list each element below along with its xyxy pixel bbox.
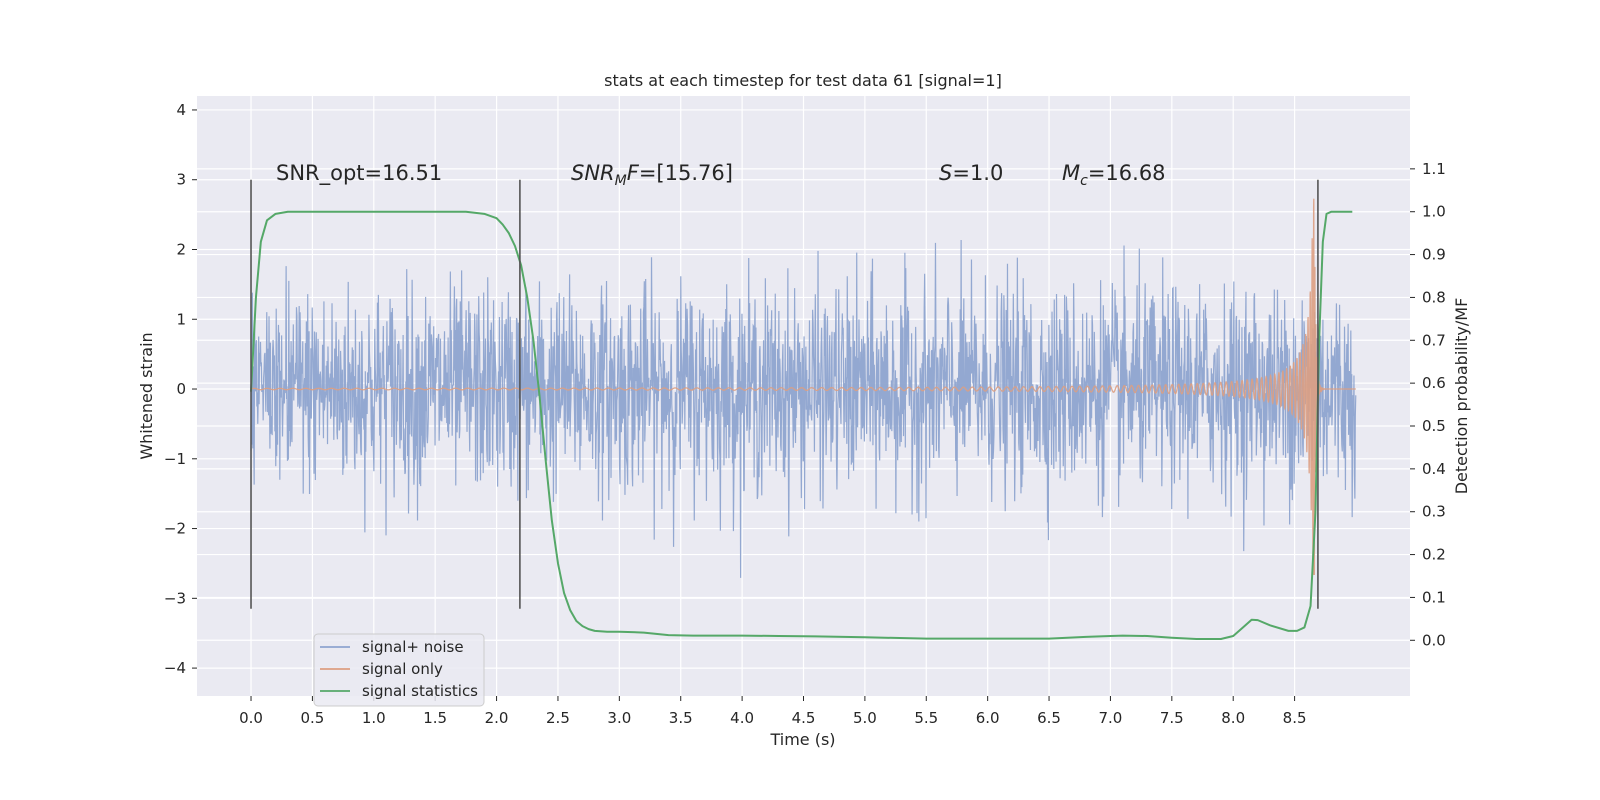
- annotation-mc-symbol: M: [1062, 161, 1080, 185]
- annotation-snr-mf: SNRMF=[15.76]: [571, 161, 733, 189]
- x-tick-label: 1.5: [423, 709, 447, 727]
- annotation-mc: Mc=16.68: [1062, 161, 1166, 189]
- y2-tick-label: 0.0: [1422, 631, 1446, 649]
- signal-only-series: [250, 198, 1356, 575]
- y2-tick-label: 0.1: [1422, 588, 1446, 606]
- y-tick-label: −3: [164, 589, 186, 607]
- y2-tick-label: 1.0: [1422, 203, 1446, 221]
- signal-statistics-series: [250, 210, 1353, 640]
- annotation-snr-mf-f: F: [627, 161, 640, 185]
- y-tick-label: 3: [176, 171, 186, 189]
- x-tick-label: 7.0: [1099, 709, 1123, 727]
- x-tick-label: 5.5: [914, 709, 938, 727]
- y2-tick-label: 0.2: [1422, 546, 1446, 564]
- x-tick-label: 4.0: [730, 709, 754, 727]
- x-tick-label: 6.5: [1037, 709, 1061, 727]
- signal-statistics-line: [250, 210, 1353, 640]
- x-tick-label: 2.0: [485, 709, 509, 727]
- legend-label-signal-only: signal only: [362, 660, 443, 678]
- x-tick-label: 2.5: [546, 709, 570, 727]
- y2-tick-label: 0.5: [1422, 417, 1446, 435]
- legend-box: [313, 633, 485, 707]
- y-tick-label: −1: [164, 450, 186, 468]
- annotation-mc-value: =16.68: [1088, 161, 1166, 185]
- x-tick-label: 7.5: [1160, 709, 1184, 727]
- annotation-s-value: =1.0: [952, 161, 1003, 185]
- x-tick-label: 6.0: [976, 709, 1000, 727]
- x-tick-label: 1.0: [362, 709, 386, 727]
- y-tick-label: 4: [176, 101, 186, 119]
- y-tick-label: −4: [164, 659, 186, 677]
- y2-tick-label: 1.1: [1422, 160, 1446, 178]
- x-tick-label: 0.0: [239, 709, 263, 727]
- y2-tick-label: 0.9: [1422, 246, 1446, 264]
- legend: signal+ noise signal only signal statist…: [313, 633, 485, 707]
- vertical-markers: [250, 179, 1319, 609]
- legend-label-signal-noise: signal+ noise: [362, 638, 464, 656]
- y2-tick-label: 0.7: [1422, 331, 1446, 349]
- y2-tick-label: 0.6: [1422, 374, 1446, 392]
- annotation-snr-mf-value: =[15.76]: [639, 161, 733, 185]
- annotation-snr-mf-symbol: SNR: [571, 161, 615, 185]
- y-tick-label: −2: [164, 520, 186, 538]
- annotations: SNR_opt=16.51 SNRMF=[15.76] S=1.0 Mc=16.…: [276, 161, 1166, 189]
- x-tick-label: 3.0: [607, 709, 631, 727]
- annotation-snr-mf-subscript: M: [615, 173, 627, 189]
- axis-ticks: 0.0 0.5 1.0 1.5 2.0 2.5 3.0 3.5 4.0 4.5 5.0 5.5 6.0 6…: [164, 101, 1446, 727]
- y2-axis-label: Detection probability/MF: [1452, 298, 1471, 495]
- x-tick-label: 8.0: [1221, 709, 1245, 727]
- annotation-s: S=1.0: [939, 161, 1003, 185]
- x-tick-label: 0.5: [300, 709, 324, 727]
- chart-title: stats at each timestep for test data 61 …: [604, 71, 1002, 90]
- y-tick-label: 0: [176, 380, 186, 398]
- annotation-snr-opt: SNR_opt=16.51: [276, 161, 442, 186]
- x-axis-label: Time (s): [769, 730, 835, 749]
- y-axis-label: Whitened strain: [137, 332, 156, 459]
- signal-only-line: [250, 198, 1356, 575]
- y2-tick-label: 0.8: [1422, 288, 1446, 306]
- x-tick-label: 4.5: [792, 709, 816, 727]
- y2-tick-label: 0.3: [1422, 503, 1446, 521]
- annotation-mc-subscript: c: [1080, 173, 1088, 189]
- legend-label-signal-statistics: signal statistics: [362, 682, 478, 700]
- y-tick-label: 1: [176, 310, 186, 328]
- y-tick-label: 2: [176, 240, 186, 258]
- x-tick-label: 3.5: [669, 709, 693, 727]
- x-tick-label: 5.0: [853, 709, 877, 727]
- signal-noise-series: [250, 239, 1357, 578]
- signal-noise-line: [250, 239, 1357, 578]
- y2-tick-label: 0.4: [1422, 460, 1446, 478]
- annotation-s-symbol: S: [939, 161, 952, 185]
- x-tick-label: 8.5: [1283, 709, 1307, 727]
